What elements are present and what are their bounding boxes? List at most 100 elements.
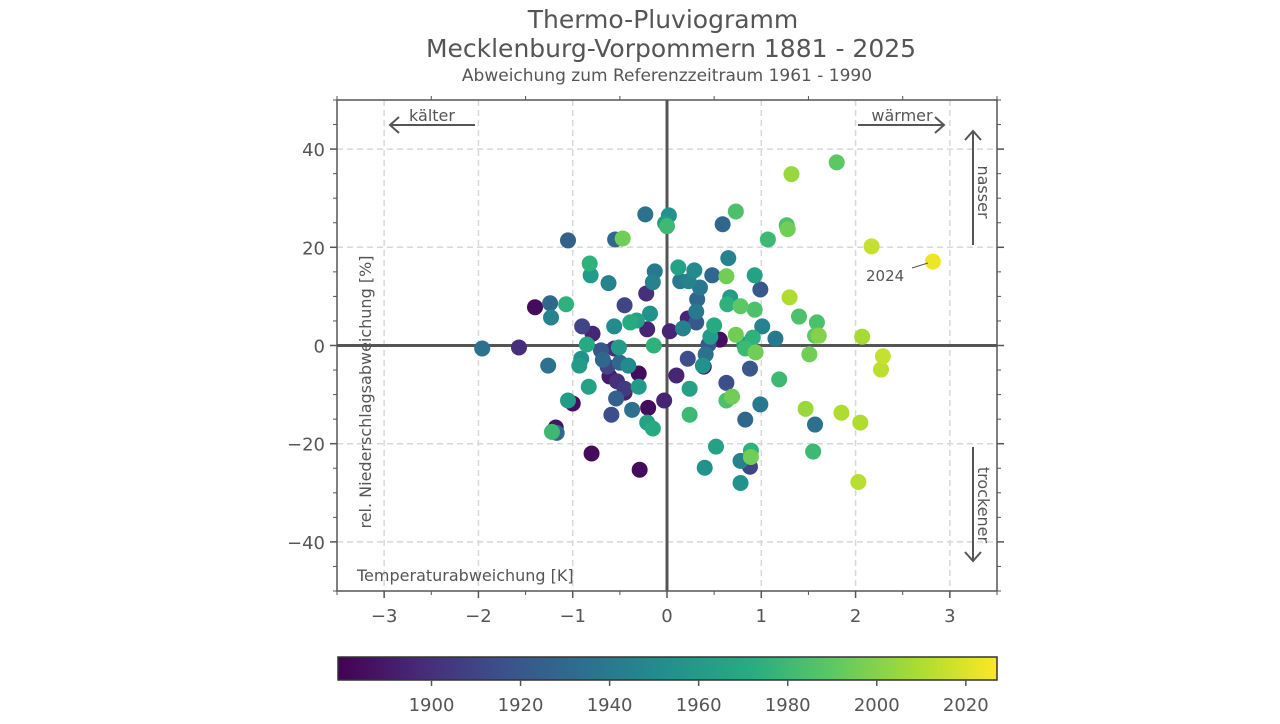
data-point-1945 [754,318,771,335]
data-point-1995 [747,344,764,361]
data-point-1940 [767,330,784,347]
colorbar: 1900 1920 1940 1960 1980 2000 2020 [337,656,998,716]
axes: −3 −2 −1 0 1 2 3 −40 −20 0 20 40 [287,96,1004,627]
annotation-warmer: wärmer [871,106,933,125]
data-point-1965 [708,438,725,455]
x-axis-label: Temperaturabweichung [K] [356,566,574,585]
data-point-1950 [606,318,623,335]
x-tick-label: −1 [559,606,586,627]
data-point-2015 [863,238,880,255]
data-point-1895 [668,367,685,384]
data-point-1965 [580,378,597,395]
data-point-1960 [610,339,627,356]
x-tick-label: 1 [756,606,767,627]
arrow-right-icon [858,116,946,134]
colorbar-tick-label: 1900 [409,695,455,716]
data-point-1980 [759,231,776,248]
x-tick-label: 3 [944,606,955,627]
x-tick-label: −3 [371,606,398,627]
annotation-colder: kälter [409,106,455,125]
data-point-1935 [637,206,654,223]
data-point-1985 [808,314,825,331]
data-point-1895 [639,321,656,338]
data-point-1990 [732,298,749,315]
data-point-1990 [828,154,845,171]
data-point-1935 [474,340,491,357]
data-point-1980 [543,423,560,440]
data-point-1950 [686,262,703,279]
data-point-1915 [603,406,620,423]
data-point-1900 [510,339,527,356]
data-point-1915 [679,350,696,367]
arrow-left-icon [388,116,475,134]
annotation-2024-pointer [911,262,929,269]
data-point-1930 [594,351,611,368]
annotation-drier: trockener [974,467,993,544]
annotation-wetter: nasser [974,165,993,218]
colorbar-tick-label: 1980 [765,695,811,716]
data-point-2005 [797,400,814,417]
data-point-1945 [675,320,692,337]
data-point-2010 [833,404,850,421]
colorbar-tick-label: 1920 [498,695,544,716]
data-point-1960 [560,392,576,409]
data-point-1955 [642,305,659,322]
data-point-1915 [718,374,735,391]
y-tick-label: 40 [302,140,325,161]
data-point-1995 [718,268,735,285]
colorbar-tick-label: 2000 [854,695,900,716]
data-point-1985 [746,301,763,318]
data-point-1930 [704,267,721,284]
data-point-1884 [640,399,657,416]
arrow-down-icon [964,447,982,563]
data-point-1960 [571,357,588,374]
data-point-1980 [771,371,788,388]
data-point-1950 [620,357,637,374]
data-point-1995 [724,388,741,405]
data-point-1995 [801,346,818,363]
data-point-1965 [670,259,687,276]
data-point-2013 [873,361,890,378]
data-point-1935 [624,401,641,418]
data-point-1985 [727,203,744,220]
data-point-1965 [681,380,698,397]
chart-title-line2: Mecklenburg-Vorpommern 1881 - 2025 [426,34,916,63]
x-tick-label: −2 [465,606,492,627]
data-point-2005 [783,166,800,183]
data-point-1955 [732,474,749,491]
colorbar-gradient [337,656,998,681]
data-point-1940 [688,303,705,320]
data-point-1975 [581,255,598,272]
data-point-2010 [852,414,869,431]
data-point-1935 [540,357,557,374]
data-point-2024 [924,253,941,270]
data-point-1884 [527,299,543,316]
annotation-2024: 2024 [866,267,904,285]
data-point-1945 [600,275,617,292]
data-point-1995 [614,230,631,247]
colorbar-tick-label: 1940 [587,695,633,716]
data-point-2010 [781,289,798,306]
data-point-1980 [805,443,822,460]
data-point-1940 [752,396,769,413]
data-point-1975 [558,296,575,313]
data-point-1884 [583,445,600,462]
data-point-1910 [574,318,591,335]
data-point-1955 [696,459,713,476]
y-axis-label: rel. Niederschlagsabweichung [%] [356,255,375,528]
data-point-1895 [656,392,673,409]
data-point-1970 [706,317,723,334]
data-point-1995 [727,326,744,343]
data-point-1955 [694,357,711,374]
y-tick-label: −40 [287,533,325,554]
x-tick-label: 0 [661,606,672,627]
data-points [474,154,941,491]
data-point-1945 [720,250,737,267]
data-point-1965 [746,267,763,284]
data-point-1975 [719,296,736,313]
data-point-1925 [560,232,576,249]
data-point-1920 [741,360,758,377]
data-point-1930 [737,411,754,428]
data-point-1960 [582,267,599,284]
